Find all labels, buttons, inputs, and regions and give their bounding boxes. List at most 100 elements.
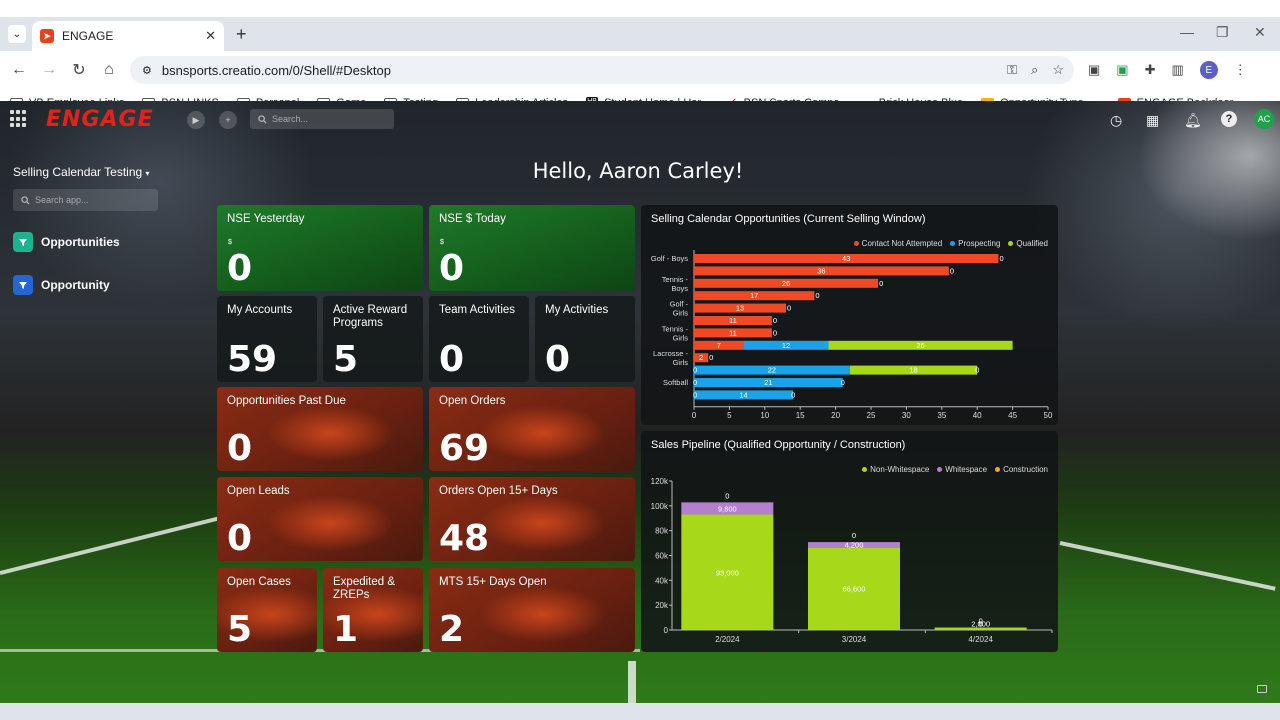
password-key-icon[interactable]: ⚿ (1007, 62, 1018, 77)
tile-open-orders[interactable]: Open Orders 69 (429, 387, 635, 471)
notifications-bell-icon[interactable]: 🔔︎ (1184, 112, 1202, 128)
x-tick-label: 10 (760, 411, 769, 420)
feedback-icon[interactable] (1257, 685, 1267, 693)
sidebar-item-label: Opportunities (41, 235, 120, 249)
data-label: 7 (717, 341, 721, 350)
help-icon[interactable]: ? (1221, 111, 1237, 127)
sidebar-item-opportunity[interactable]: Opportunity (13, 275, 110, 295)
extension-icon[interactable]: ▣ (1088, 62, 1101, 77)
x-tick-label: 0 (692, 411, 697, 420)
profile-avatar[interactable]: E (1199, 61, 1218, 79)
bar-segment (828, 340, 1013, 350)
bookmark-star-icon[interactable]: ☆ (1052, 62, 1064, 77)
clock-icon[interactable]: ◷ (1110, 112, 1123, 128)
data-label: 36 (817, 266, 825, 275)
tile-value: 0 (227, 428, 253, 469)
home-icon[interactable]: ⌂ (104, 61, 114, 78)
bar-segment (849, 365, 978, 375)
url-text: bsnsports.creatio.com/0/Shell/#Desktop (161, 62, 391, 78)
legend-item[interactable]: Construction (995, 465, 1048, 474)
data-label: 0 (693, 366, 697, 375)
new-tab-icon[interactable]: + (236, 24, 247, 44)
tile-mts-15-days-open[interactable]: MTS 15+ Days Open 2 (429, 568, 635, 652)
currency-symbol: $ (440, 239, 444, 246)
browser-menu-icon[interactable]: ⋮ (1233, 62, 1247, 77)
tile-expedited-zreps[interactable]: Expedited & ZREPs 1 (323, 568, 423, 652)
data-label: 0 (693, 378, 697, 387)
tile-team-activities[interactable]: Team Activities 0 (429, 296, 529, 382)
extension-green-icon[interactable]: ▣ (1116, 62, 1129, 77)
legend-label: Qualified (1016, 239, 1048, 248)
bar-segment (694, 353, 709, 363)
grid-icon[interactable]: ▦ (1146, 112, 1160, 128)
legend-item[interactable]: Contact Not Attempted (853, 239, 943, 248)
legend-label: Prospecting (958, 239, 1001, 248)
global-search-input[interactable]: Search... (250, 109, 394, 129)
tab-close-icon[interactable]: ✕ (205, 28, 216, 43)
data-label: 0 (979, 617, 983, 626)
tile-nse-today[interactable]: NSE $ Today $ 0 (429, 205, 635, 291)
tile-active-reward-programs[interactable]: Active Reward Programs 5 (323, 296, 423, 382)
tile-opportunities-past-due[interactable]: Opportunities Past Due 0 (217, 387, 423, 471)
y-tick-label: 20k (655, 601, 669, 610)
tile-my-accounts[interactable]: My Accounts 59 (217, 296, 317, 382)
tab-title: ENGAGE (62, 29, 114, 43)
sidebar-item-opportunities[interactable]: Opportunities (13, 232, 120, 252)
user-avatar[interactable]: AC (1254, 109, 1274, 129)
bar-segment (934, 627, 1027, 630)
tile-value: 2 (439, 609, 465, 650)
engage-logo[interactable]: ENGAGE (46, 107, 154, 132)
forward-icon[interactable]: → (41, 61, 57, 78)
field-line (0, 515, 224, 575)
restore-icon[interactable]: ❐ (1216, 24, 1229, 40)
greeting: Hello, Aaron Carley! (532, 159, 744, 183)
y-tick-label: 0 (664, 626, 669, 635)
zoom-icon[interactable]: ⌕ (1031, 62, 1039, 77)
browser-toolbar: ← → ↻ ⌂ ⚙ bsnsports.creatio.com/0/Shell/… (0, 51, 1280, 89)
legend-item[interactable]: Non-Whitespace (862, 465, 929, 474)
data-label: 4,200 (845, 541, 864, 550)
funnel-icon (13, 232, 33, 252)
tab-search-icon[interactable]: ⌄ (8, 25, 26, 43)
data-label: 0 (999, 254, 1003, 263)
tile-open-cases[interactable]: Open Cases 5 (217, 568, 317, 652)
bar-segment (743, 340, 829, 350)
legend-label: Contact Not Attempted (861, 239, 943, 248)
tile-value: 0 (439, 339, 465, 380)
tile-nse-yesterday[interactable]: NSE Yesterday $ 0 (217, 205, 423, 291)
tile-value: 1 (333, 609, 359, 650)
sales-pipeline-chart-widget[interactable]: Sales Pipeline (Qualified Opportunity / … (641, 431, 1058, 652)
address-bar[interactable]: ⚙ bsnsports.creatio.com/0/Shell/#Desktop… (130, 56, 1074, 84)
vertical-bar-chart: 0 20k 40k 60k 80k 100k 120k 93,000 9,800 0 2/2024 6… (651, 477, 1053, 644)
tile-orders-open-15-days[interactable]: Orders Open 15+ Days 48 (429, 477, 635, 561)
data-label: 0 (979, 620, 983, 629)
row-label: Tennis - (662, 275, 689, 284)
app-search-input[interactable]: Search app... (13, 189, 158, 211)
workspace-selector[interactable]: Selling Calendar Testing ▾ (13, 165, 150, 179)
reload-icon[interactable]: ↻ (72, 62, 86, 79)
data-label: 66,600 (843, 585, 866, 594)
app-launcher-icon[interactable] (10, 110, 28, 128)
window-close-icon[interactable]: ✕ (1254, 24, 1266, 40)
chart-legend: Non-Whitespace Whitespace Construction (862, 465, 1048, 474)
run-process-icon[interactable]: ▶ (187, 111, 205, 129)
legend-item[interactable]: Qualified (1008, 239, 1048, 248)
extensions-puzzle-icon[interactable]: ✚ (1144, 62, 1156, 77)
site-info-icon[interactable]: ⚙ (142, 64, 152, 77)
data-label: 12 (782, 341, 790, 350)
row-label: Boys (671, 284, 688, 293)
tile-my-activities[interactable]: My Activities 0 (535, 296, 635, 382)
chart-title: Sales Pipeline (Qualified Opportunity / … (651, 439, 906, 451)
back-icon[interactable]: ← (11, 61, 27, 78)
bar-segment (808, 542, 900, 548)
side-panel-icon[interactable]: ▥ (1171, 62, 1184, 77)
legend-label: Construction (1003, 465, 1048, 474)
minimize-icon[interactable]: — (1180, 24, 1194, 40)
add-icon[interactable]: + (219, 111, 237, 129)
browser-tab[interactable]: ➤ ENGAGE ✕ (32, 21, 224, 51)
tile-open-leads[interactable]: Open Leads 0 (217, 477, 423, 561)
legend-item[interactable]: Whitespace (937, 465, 987, 474)
legend-item[interactable]: Prospecting (950, 239, 1000, 248)
y-tick-label: 80k (655, 527, 669, 536)
selling-calendar-chart-widget[interactable]: Selling Calendar Opportunities (Current … (641, 205, 1058, 425)
